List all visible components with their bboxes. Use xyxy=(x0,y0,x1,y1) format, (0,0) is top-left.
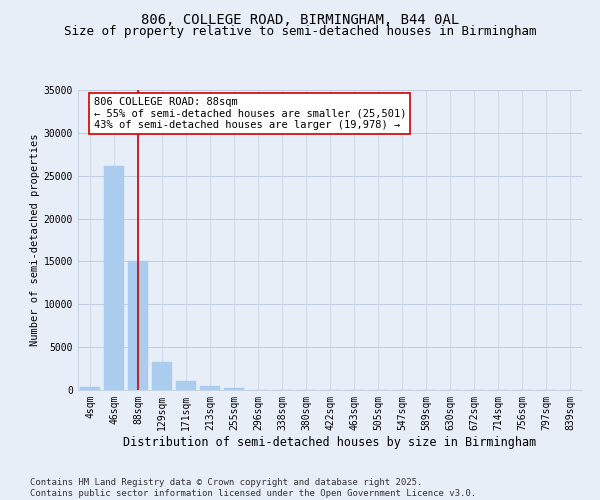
Bar xyxy=(200,386,220,390)
X-axis label: Distribution of semi-detached houses by size in Birmingham: Distribution of semi-detached houses by … xyxy=(124,436,536,448)
Bar xyxy=(80,387,100,390)
Text: 806 COLLEGE ROAD: 88sqm
← 55% of semi-detached houses are smaller (25,501)
43% o: 806 COLLEGE ROAD: 88sqm ← 55% of semi-de… xyxy=(94,97,406,130)
Bar xyxy=(224,388,244,390)
Y-axis label: Number of semi-detached properties: Number of semi-detached properties xyxy=(29,134,40,346)
Text: Contains HM Land Registry data © Crown copyright and database right 2025.
Contai: Contains HM Land Registry data © Crown c… xyxy=(30,478,476,498)
Bar xyxy=(152,362,172,390)
Bar xyxy=(176,381,196,390)
Bar xyxy=(128,260,148,390)
Text: 806, COLLEGE ROAD, BIRMINGHAM, B44 0AL: 806, COLLEGE ROAD, BIRMINGHAM, B44 0AL xyxy=(141,12,459,26)
Text: Size of property relative to semi-detached houses in Birmingham: Size of property relative to semi-detach… xyxy=(64,25,536,38)
Bar xyxy=(104,166,124,390)
